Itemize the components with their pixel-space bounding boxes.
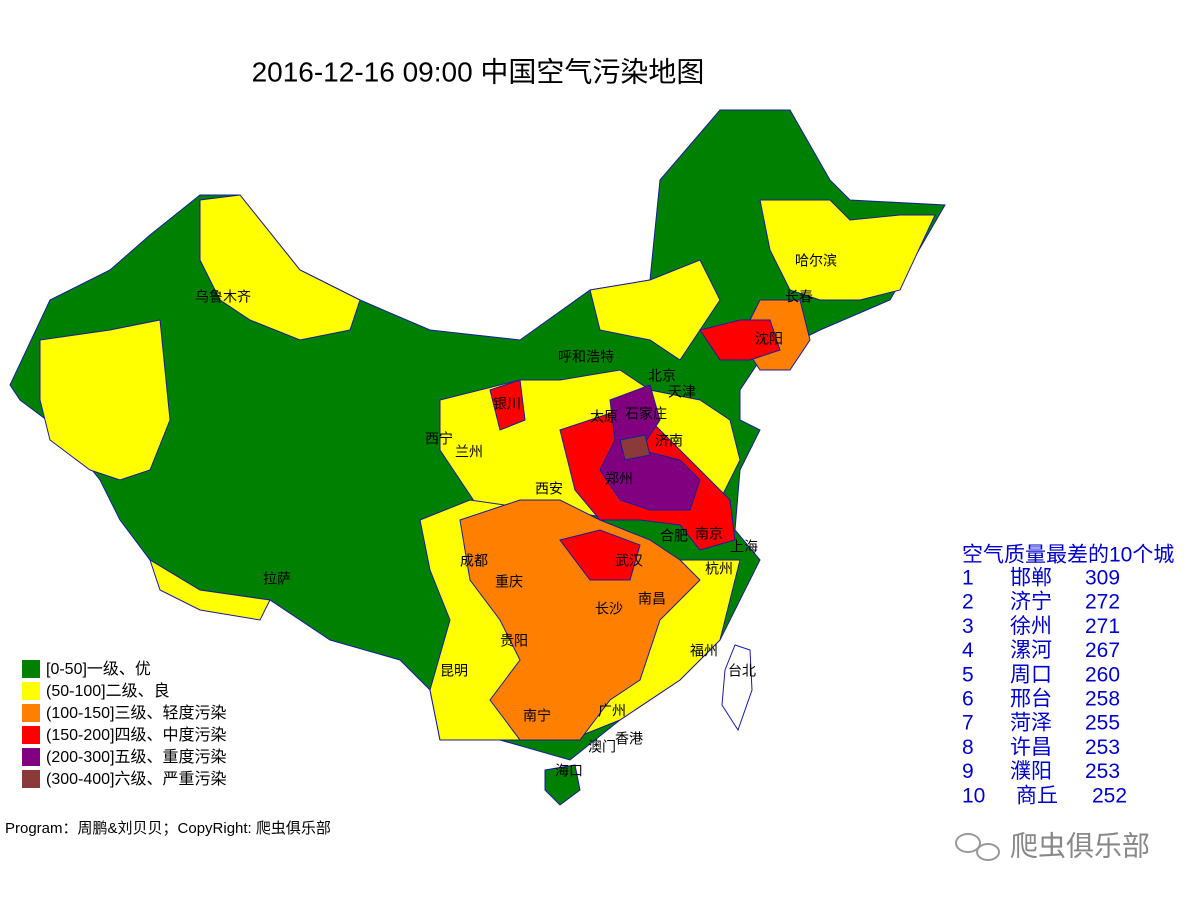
city-label: 武汉 (615, 553, 643, 569)
rank-city: 许昌 (1010, 736, 1052, 759)
city-label: 福州 (690, 643, 718, 659)
china-map (9, 109, 946, 806)
city-label: 香港 (615, 731, 643, 747)
rank-aqi: 309 (1085, 567, 1120, 590)
city-label: 长沙 (595, 601, 623, 617)
rank-city: 商丘 (1016, 784, 1058, 807)
legend-label: (150-200]四级、中度污染 (46, 726, 227, 744)
rank-aqi: 253 (1085, 760, 1120, 783)
rank-number: 9 (962, 760, 974, 783)
watermark: 爬虫俱乐部 (1010, 830, 1150, 861)
legend-swatch (22, 660, 40, 678)
city-label: 呼和浩特 (558, 349, 614, 365)
legend-label: (200-300]五级、重度污染 (46, 748, 227, 766)
city-label: 广州 (598, 703, 626, 719)
city-label: 哈尔滨 (795, 253, 837, 269)
legend-swatch (22, 704, 40, 722)
city-label: 拉萨 (263, 571, 291, 587)
legend-label: (50-100]二级、良 (46, 682, 170, 700)
rank-aqi: 260 (1085, 663, 1120, 686)
rank-city: 邢台 (1010, 688, 1052, 711)
rank-aqi: 252 (1092, 784, 1127, 807)
rank-number: 2 (962, 591, 974, 614)
rank-city: 濮阳 (1010, 760, 1052, 783)
legend-swatch (22, 682, 40, 700)
rank-number: 10 (962, 784, 985, 807)
city-label: 重庆 (495, 574, 523, 590)
watermark-icon (955, 833, 1000, 861)
city-label: 长春 (785, 289, 813, 305)
rank-aqi: 255 (1085, 712, 1120, 735)
rank-city: 菏泽 (1010, 712, 1052, 735)
legend: [0-50]一级、优 (50-100]二级、良 (100-150]三级、轻度污染 (1… (22, 660, 227, 788)
city-label: 银川 (493, 396, 521, 412)
city-label: 兰州 (455, 444, 483, 460)
city-label: 海口 (555, 763, 583, 779)
ranking-heading: 空气质量最差的10个城 (962, 544, 1174, 567)
rank-number: 8 (962, 736, 974, 759)
rank-number: 6 (962, 688, 974, 711)
city-label: 台北 (728, 663, 756, 679)
rank-number: 5 (962, 663, 974, 686)
rank-number: 7 (962, 712, 974, 735)
city-label: 南宁 (523, 708, 551, 724)
rank-aqi: 258 (1085, 688, 1120, 711)
city-label: 济南 (655, 433, 683, 449)
city-label: 西宁 (425, 431, 453, 447)
rank-aqi: 272 (1085, 591, 1120, 614)
city-label: 合肥 (660, 528, 688, 544)
city-label: 南昌 (638, 591, 666, 607)
rank-aqi: 267 (1085, 639, 1120, 662)
city-label: 上海 (730, 539, 758, 555)
rank-city: 邯郸 (1010, 567, 1052, 590)
legend-label: (100-150]三级、轻度污染 (46, 704, 227, 722)
city-label: 太原 (590, 409, 618, 425)
rank-number: 1 (962, 567, 974, 590)
city-label: 成都 (460, 553, 488, 569)
city-label: 石家庄 (625, 406, 667, 422)
city-labels: 乌鲁木齐 呼和浩特 银川 北京 天津 太原 石家庄 西宁 兰州 济南 西安 郑州… (195, 253, 837, 779)
rank-city: 周口 (1010, 663, 1052, 686)
city-label: 天津 (668, 384, 696, 400)
city-label: 贵阳 (500, 633, 528, 649)
city-label: 乌鲁木齐 (195, 289, 251, 305)
rank-city: 徐州 (1010, 615, 1052, 638)
legend-label: (300-400]六级、严重污染 (46, 770, 227, 788)
footer: Program：周鹏&刘贝贝；CopyRight: 爬虫俱乐部 (5, 820, 331, 837)
city-label: 杭州 (705, 561, 733, 577)
ranking-list: 空气质量最差的10个城 1 邯郸 309 2 济宁 272 3 徐州 271 4 漯河 267 5 周口 2… (962, 544, 1174, 808)
rank-aqi: 253 (1085, 736, 1120, 759)
city-label: 郑州 (605, 471, 633, 487)
legend-swatch (22, 748, 40, 766)
legend-label: [0-50]一级、优 (46, 660, 151, 678)
city-label: 北京 (648, 368, 676, 384)
rank-city: 济宁 (1010, 591, 1052, 614)
city-label: 西安 (535, 481, 563, 497)
city-label: 昆明 (440, 663, 468, 679)
city-label: 沈阳 (755, 331, 783, 347)
rank-number: 4 (962, 639, 974, 662)
city-label: 南京 (695, 526, 723, 542)
legend-swatch (22, 726, 40, 744)
city-label: 澳门 (588, 739, 616, 755)
rank-number: 3 (962, 615, 974, 638)
rank-city: 漯河 (1010, 639, 1052, 662)
rank-aqi: 271 (1085, 615, 1120, 638)
title: 2016-12-16 09:00 中国空气污染地图 (252, 56, 705, 87)
legend-swatch (22, 770, 40, 788)
